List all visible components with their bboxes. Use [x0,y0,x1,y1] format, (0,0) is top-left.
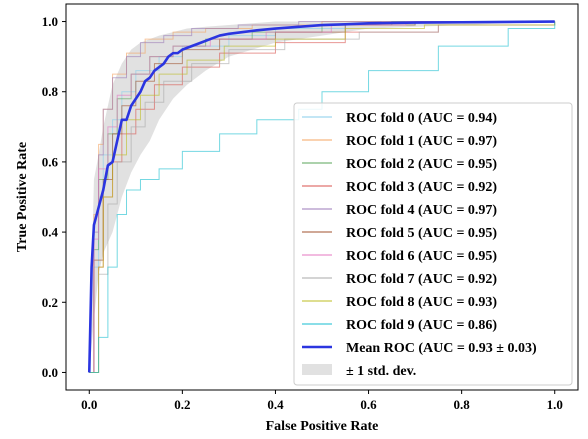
legend-entry-label: ROC fold 2 (AUC = 0.95) [346,157,497,172]
y-axis-label: True Positive Rate [15,142,30,252]
legend-entry-label: ± 1 std. dev. [346,364,416,379]
mean-roc-curve [87,20,555,373]
x-tick-label: 0.0 [81,397,97,412]
x-tick-label: 0.6 [360,397,377,412]
y-tick-label: 0.8 [42,84,59,99]
legend-entry-label: ROC fold 6 (AUC = 0.95) [346,249,497,264]
plot-frame [65,3,579,391]
x-tick-label: 1.0 [547,397,563,412]
y-tick-label: 0.6 [42,154,59,169]
y-tick-label: 1.0 [42,14,58,29]
y-tick-label: 0.4 [42,225,59,240]
legend-entry-label: ROC fold 4 (AUC = 0.97) [346,203,497,218]
legend-entry-label: ROC fold 1 (AUC = 0.97) [346,134,497,149]
roc-fold-9-curve [89,21,556,373]
mean-curve-layer [87,20,555,373]
legend-entry-label: ROC fold 5 (AUC = 0.95) [346,226,497,241]
x-tick-label: 0.4 [267,397,284,412]
roc-fold-0-curve [89,21,555,373]
x-tick-label: 0.2 [174,397,190,412]
legend-entry-label: Mean ROC (AUC = 0.93 ± 0.03) [346,341,537,356]
legend-entry-label: ROC fold 3 (AUC = 0.92) [346,180,497,195]
legend-swatch-band [302,364,332,375]
roc-fold-7-curve [89,21,556,373]
x-tick-label: 0.8 [454,397,471,412]
legend-entry-label: ROC fold 7 (AUC = 0.92) [346,272,497,287]
legend-entry-label: ROC fold 8 (AUC = 0.93) [346,295,497,310]
legend: ROC fold 0 (AUC = 0.94) ROC fold 1 (AUC =… [293,102,573,386]
legend-box [293,102,573,386]
roc-fold-6-curve [89,21,555,373]
roc-fold-8-curve [89,21,556,373]
legend-entry-label: ROC fold 9 (AUC = 0.86) [346,318,497,333]
legend-entry-label: ROC fold 0 (AUC = 0.94) [346,111,497,126]
y-tick-label: 0.2 [42,295,58,310]
x-axis-label: False Positive Rate [266,419,379,434]
y-tick-label: 0.0 [42,365,58,380]
tick-layer: 0.0 0.2 0.4 0.6 0.8 1.0 0.0 0.2 0.4 0.6 0.8 1.0 [42,14,563,412]
